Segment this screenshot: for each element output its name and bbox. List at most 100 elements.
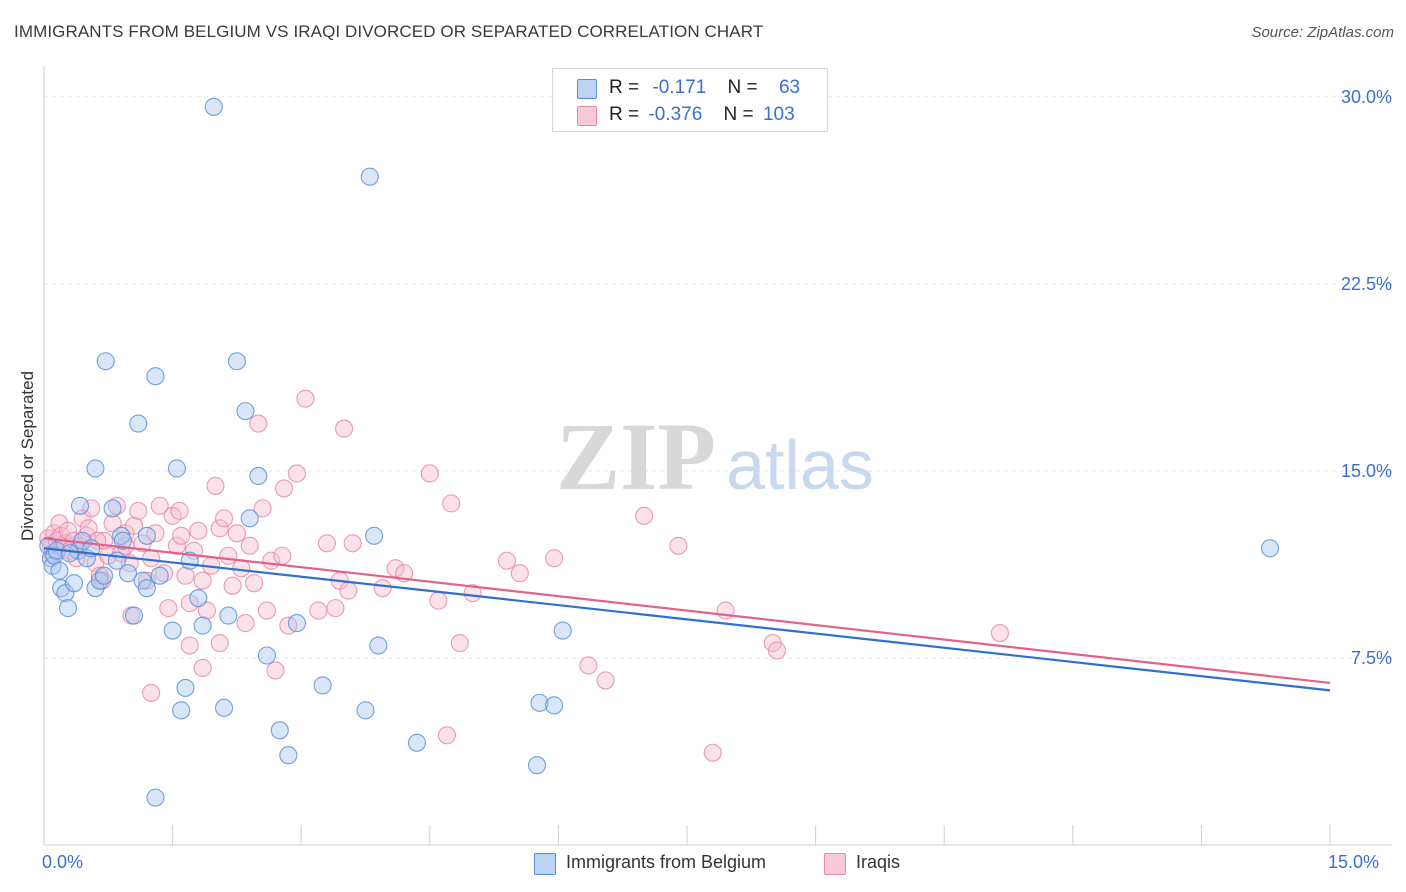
- belgium-point: [103, 499, 122, 518]
- x-tick-max: 15.0%: [1328, 852, 1380, 872]
- belgium-point: [530, 693, 549, 712]
- belgium-point: [236, 402, 255, 421]
- watermark-zip: ZIP: [556, 403, 716, 510]
- belgium-point: [287, 614, 306, 633]
- belgium-point: [356, 701, 375, 720]
- belgium-point: [150, 566, 169, 585]
- r-label: R =: [609, 77, 640, 98]
- iraqi-point: [309, 601, 328, 620]
- iraqi-point: [210, 519, 229, 538]
- r-label: R =: [609, 104, 640, 125]
- y-tick-label: 30.0%: [1341, 87, 1392, 107]
- iraqi-swatch: [577, 106, 597, 126]
- iraqi-point: [236, 614, 255, 633]
- iraqi-point: [129, 501, 148, 520]
- y-axis-label: Divorced or Separated: [18, 370, 37, 542]
- iraqi-point: [273, 546, 292, 565]
- belgium-point: [279, 746, 298, 765]
- iraqi-point: [510, 564, 529, 583]
- iraqi-point: [266, 661, 285, 680]
- belgium-point: [365, 526, 384, 545]
- belgium-point: [553, 621, 572, 640]
- n-value: 103: [762, 104, 795, 125]
- chart-title: IMMIGRANTS FROM BELGIUM VS IRAQI DIVORCE…: [14, 22, 764, 41]
- y-tick-label: 22.5%: [1341, 274, 1392, 294]
- belgium-point: [118, 564, 138, 583]
- iraqi-point: [244, 574, 264, 593]
- iraqi-point: [82, 499, 101, 518]
- belgium-point: [124, 606, 144, 625]
- belgium-point: [407, 733, 426, 752]
- iraqi-point: [450, 633, 469, 653]
- iraqi-point: [58, 521, 78, 540]
- belgium-swatch: [577, 79, 597, 99]
- belgium-point: [167, 459, 186, 478]
- iraqi-point: [703, 743, 722, 762]
- iraqi-point: [343, 534, 362, 553]
- belgium-point: [146, 788, 165, 807]
- iraqi-point: [124, 516, 144, 535]
- legend-label-belgium: Immigrants from Belgium: [566, 852, 767, 872]
- belgium-point: [146, 367, 165, 386]
- belgium-trend-line: [43, 547, 1331, 692]
- belgium-point: [1260, 539, 1280, 558]
- series-belgium: [39, 97, 1280, 807]
- belgium-point: [58, 599, 78, 618]
- y-tick-labels: 7.5% 15.0% 22.5% 30.0%: [1341, 87, 1392, 668]
- trend-lines: [43, 537, 1331, 692]
- iraqi-point: [437, 726, 456, 745]
- iraqi-point: [296, 389, 315, 408]
- belgium-point: [257, 646, 276, 665]
- belgium-point: [129, 414, 148, 433]
- iraqi-point: [142, 549, 161, 568]
- iraqi-point: [223, 576, 242, 595]
- iraqi-point: [317, 534, 336, 553]
- iraqi-point: [767, 641, 787, 660]
- iraqi-point: [463, 584, 482, 603]
- iraqi-point: [386, 559, 405, 578]
- belgium-point: [527, 756, 547, 775]
- iraqi-point: [990, 623, 1009, 643]
- iraqi-trend-line: [43, 537, 1331, 685]
- iraqi-point: [210, 633, 229, 653]
- iraqi-point: [240, 536, 259, 555]
- n-value: 63: [778, 77, 801, 98]
- belgium-point: [227, 352, 246, 371]
- iraqi-point: [206, 476, 225, 495]
- belgium-point: [64, 574, 84, 593]
- belgium-point: [193, 616, 212, 635]
- n-label: N =: [727, 77, 758, 98]
- iraqi-point: [193, 658, 212, 678]
- belgium-point: [360, 167, 379, 186]
- belgium-point: [313, 676, 332, 695]
- iraqi-point: [442, 494, 461, 513]
- belgium-point: [137, 526, 156, 545]
- belgium-point: [214, 698, 234, 717]
- legend-label-iraqis: Iraqis: [856, 852, 901, 872]
- belgium-point: [219, 606, 238, 625]
- iraqi-point: [180, 594, 199, 613]
- iraqi-point: [189, 521, 208, 540]
- iraqi-point: [275, 479, 294, 498]
- iraqi-point: [596, 671, 615, 690]
- belgium-point: [545, 696, 564, 715]
- n-label: N =: [723, 104, 754, 125]
- belgium-point: [172, 701, 191, 720]
- belgium-point: [176, 678, 195, 697]
- belgium-legend-swatch: [534, 853, 556, 875]
- iraqi-point: [497, 551, 517, 570]
- iraqi-point: [180, 636, 199, 655]
- iraqi-point: [669, 536, 688, 555]
- iraqi-point: [197, 601, 216, 620]
- y-tick-label: 7.5%: [1351, 648, 1392, 668]
- r-value: -0.376: [648, 104, 703, 125]
- iraqi-point: [172, 526, 191, 545]
- iraqi-point: [193, 571, 212, 590]
- belgium-point: [96, 352, 115, 371]
- belgium-point: [249, 466, 268, 486]
- iraqi-point: [579, 656, 598, 675]
- iraqi-point: [103, 514, 122, 533]
- belgium-point: [369, 636, 388, 655]
- grid-lines: [44, 96, 1392, 659]
- belgium-point: [189, 589, 208, 608]
